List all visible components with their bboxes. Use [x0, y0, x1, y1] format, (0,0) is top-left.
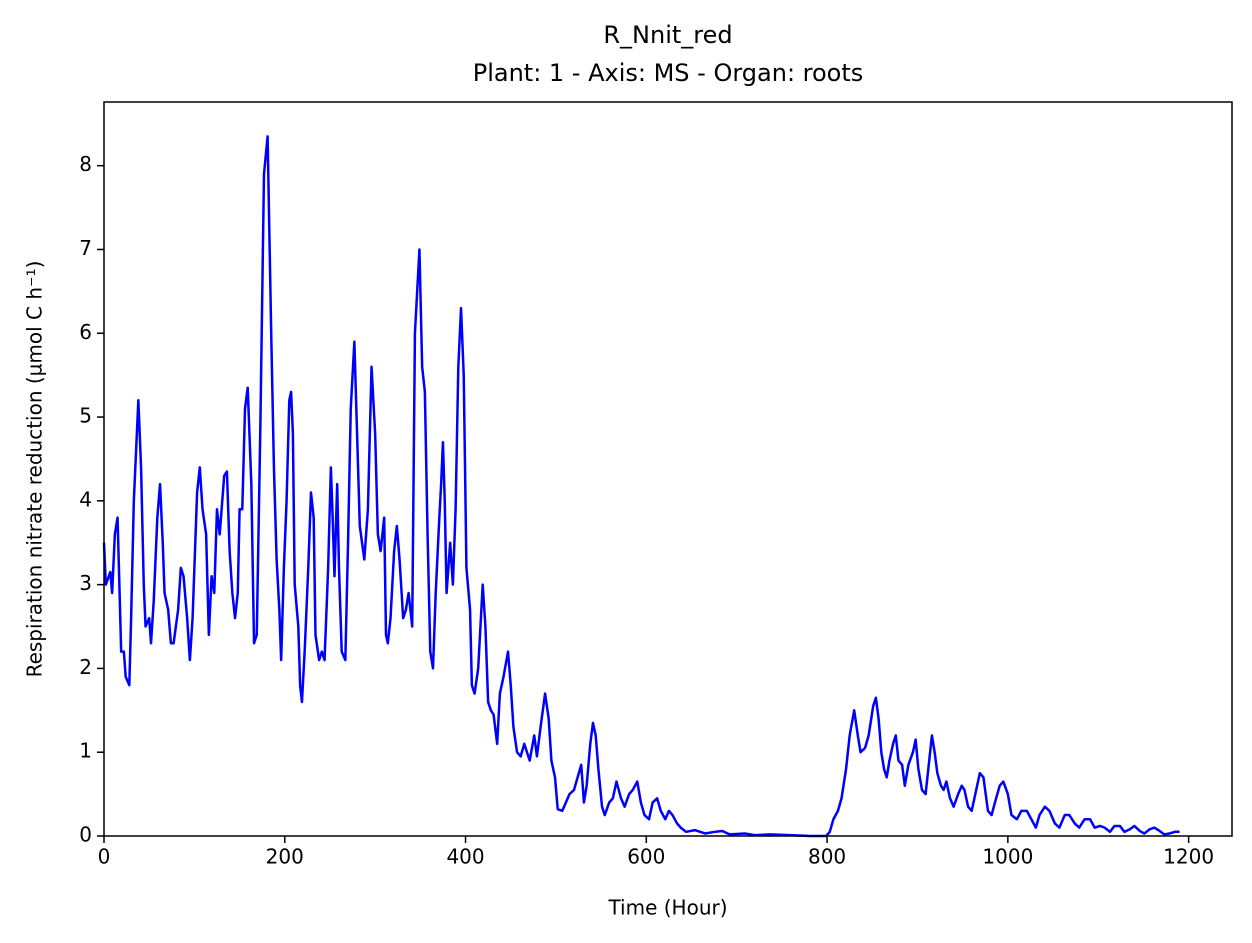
- y-tick-label: 0: [79, 823, 92, 847]
- x-tick-label: 400: [446, 845, 484, 869]
- y-tick-label: 2: [79, 655, 92, 679]
- x-tick-label: 800: [808, 845, 846, 869]
- y-axis-label: Respiration nitrate reduction (µmol C h⁻…: [23, 261, 47, 678]
- data-line: [102, 135, 1180, 838]
- y-tick-label: 6: [79, 320, 92, 344]
- y-tick-label: 4: [79, 487, 92, 511]
- y-tick-label: 8: [79, 152, 92, 176]
- x-axis-label: Time (Hour): [607, 896, 727, 920]
- y-tick-label: 7: [79, 236, 92, 260]
- plot-frame: [103, 101, 1233, 837]
- y-tick-label: 1: [79, 739, 92, 763]
- chart-title: R_Nnit_red: [603, 21, 732, 49]
- chart-subtitle: Plant: 1 - Axis: MS - Organ: roots: [473, 59, 864, 87]
- x-tick-label: 600: [627, 845, 665, 869]
- x-tick-label: 200: [266, 845, 304, 869]
- y-tick-label: 3: [79, 571, 92, 595]
- y-tick-label: 5: [79, 404, 92, 428]
- x-tick-label: 1200: [1163, 845, 1214, 869]
- x-tick-label: 1000: [982, 845, 1033, 869]
- x-tick-label: 0: [98, 845, 111, 869]
